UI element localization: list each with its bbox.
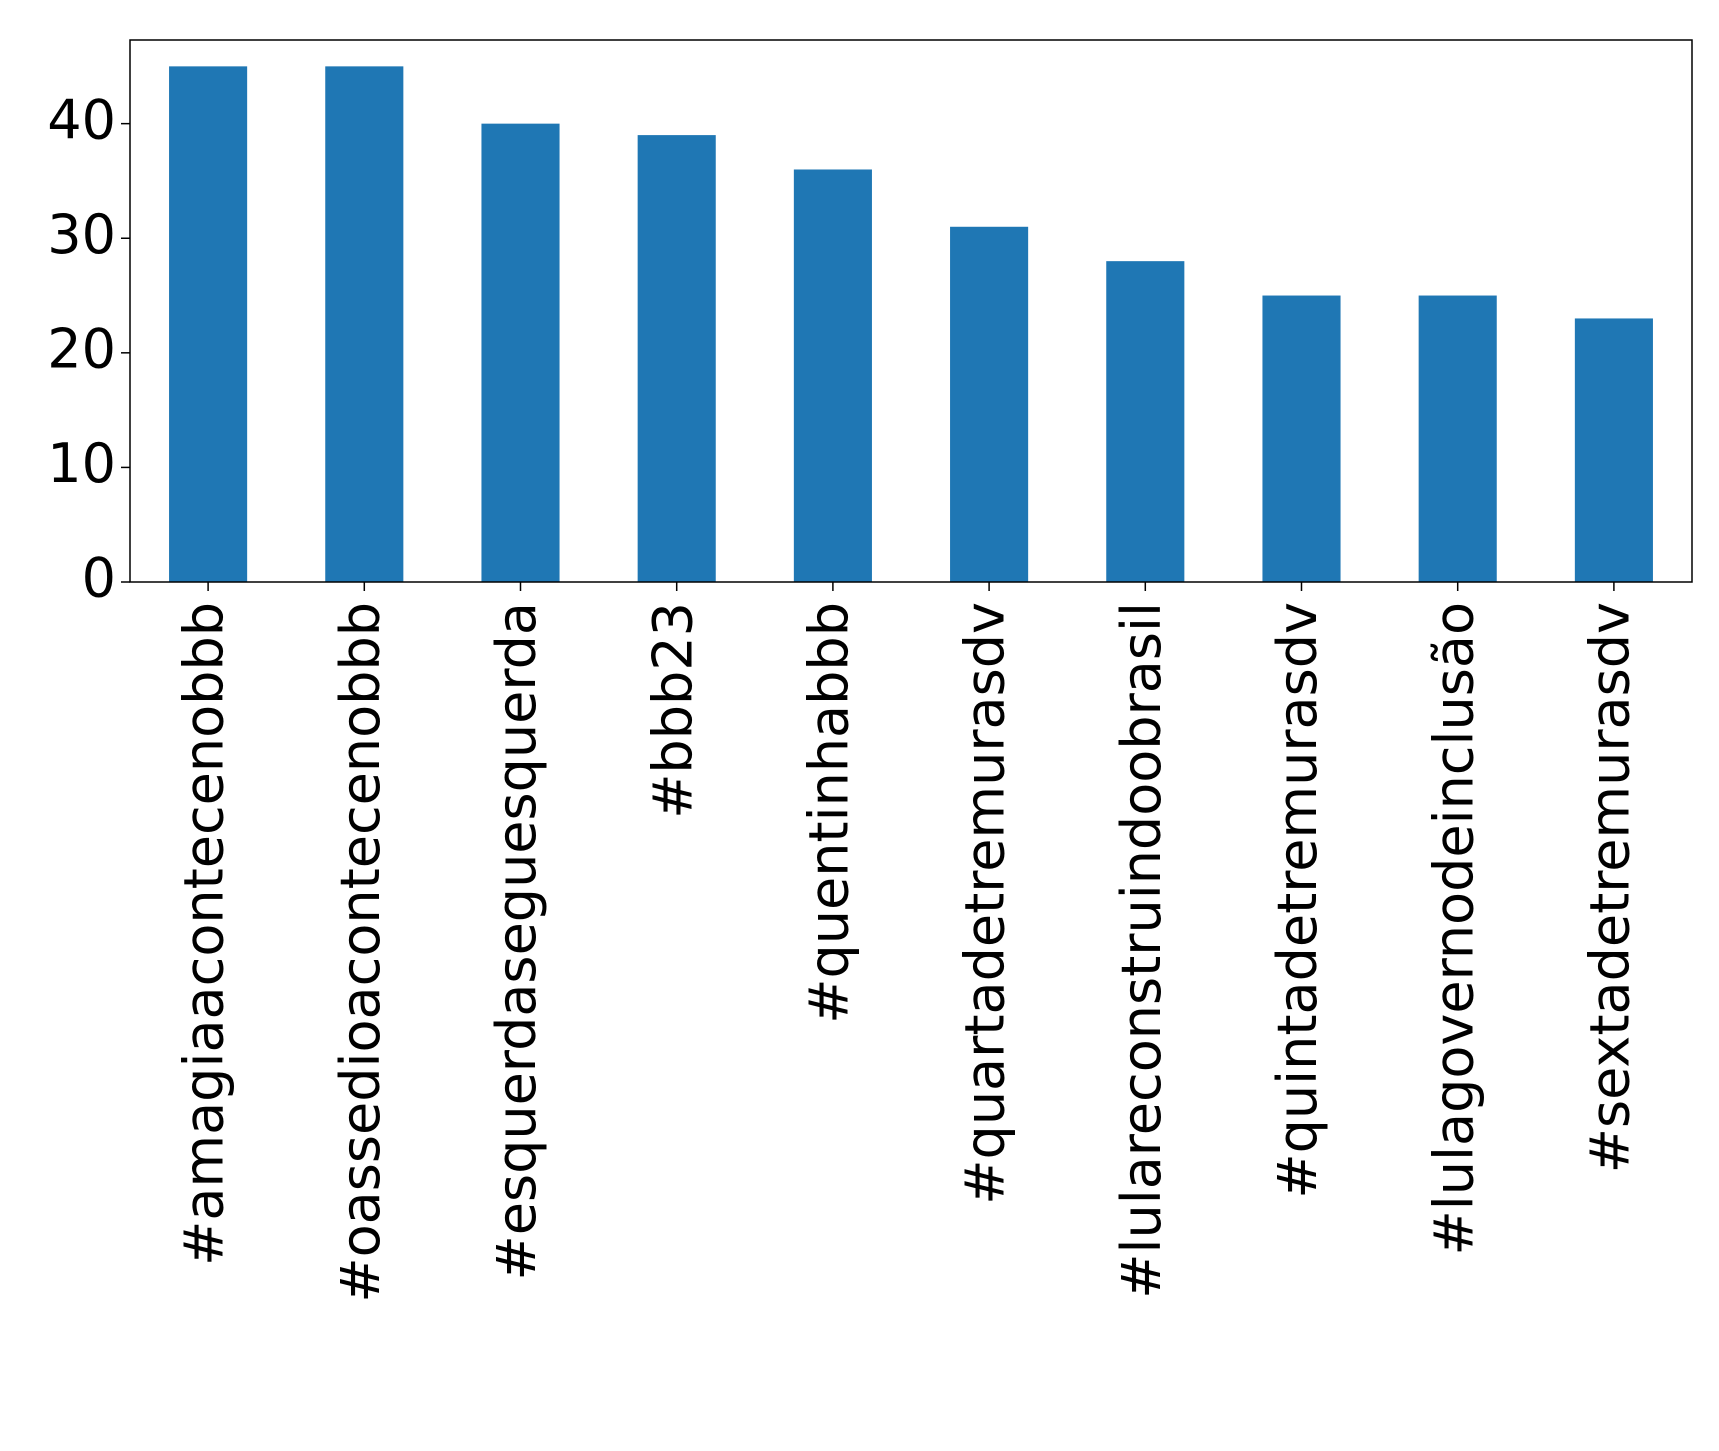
y-tick-label: 30 [47, 203, 116, 266]
x-tick-label: #bbb23 [641, 602, 704, 819]
plot-frame [129, 39, 1693, 583]
x-tick-label: #quartadetremurasdv [954, 602, 1017, 1205]
y-tick-label: 20 [47, 317, 116, 380]
bar [1574, 318, 1653, 582]
x-tick-label: #amagiaacontecenobbb [173, 602, 236, 1266]
x-tick-label: #esquerdaseguesquerda [485, 602, 548, 1281]
bar [793, 169, 872, 583]
x-tick-label: #lulagovernodeinclusão [1422, 602, 1485, 1255]
bar [1106, 261, 1185, 582]
bar [481, 123, 560, 582]
x-tick-label: #lulareconstruindoobrasil [1110, 602, 1173, 1299]
y-tick-label: 0 [82, 547, 116, 610]
bar [1262, 295, 1341, 582]
x-tick-label: #oassedioacontecenobbb [329, 602, 392, 1303]
x-tick-label: #quintadetremurasdv [1266, 602, 1329, 1199]
bar [1418, 295, 1497, 582]
bar [637, 135, 716, 582]
bar [169, 66, 248, 583]
bar [950, 226, 1029, 582]
bar [325, 66, 404, 583]
x-tick-label: #sextadetremurasdv [1579, 602, 1642, 1173]
y-tick-label: 40 [47, 88, 116, 151]
y-tick-label: 10 [47, 432, 116, 495]
x-tick-label: #quentinhabbb [798, 602, 861, 1024]
